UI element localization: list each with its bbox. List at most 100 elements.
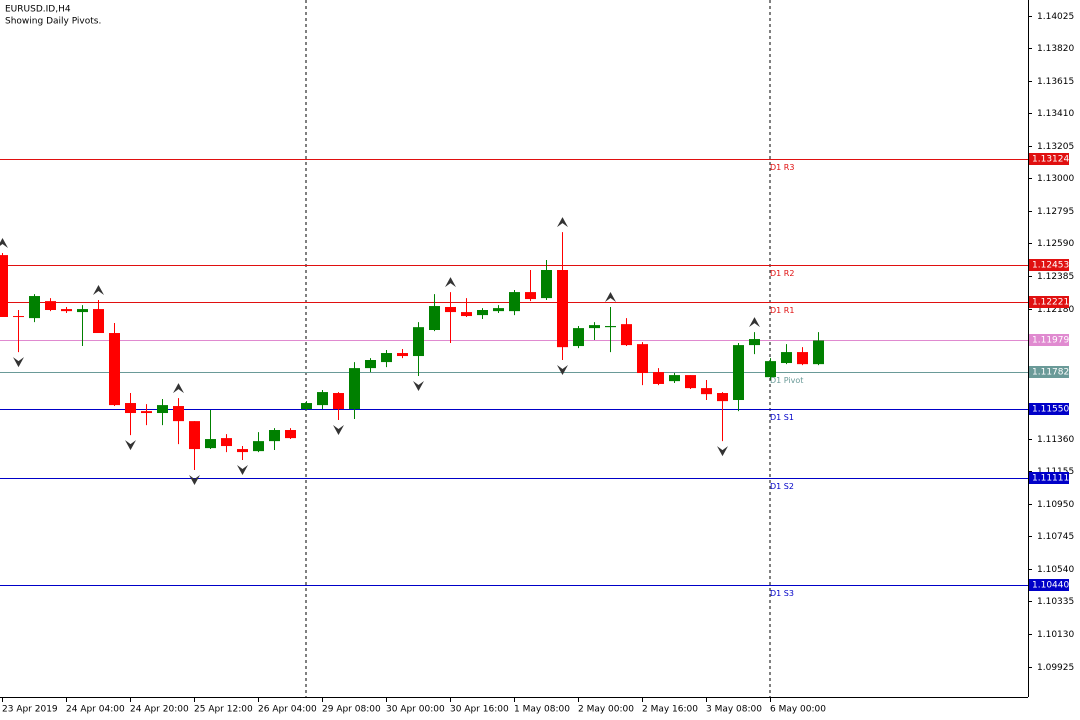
- candle-body: [573, 328, 584, 347]
- fractal-down: [557, 365, 568, 376]
- fractal-down: [237, 465, 248, 476]
- candle-body: [429, 306, 440, 331]
- y-tick-label: 1.12180: [1037, 305, 1074, 315]
- y-tick-label: 1.10540: [1037, 565, 1074, 575]
- x-tick-label: 3 May 08:00: [706, 705, 762, 715]
- y-tick-label: 1.11360: [1037, 435, 1074, 445]
- candle-body: [301, 403, 312, 410]
- pivot-label: D1 S1: [770, 413, 794, 422]
- fractal-up: [749, 317, 760, 328]
- candle-body: [589, 325, 600, 329]
- fractal-down: [413, 381, 424, 392]
- price-box: [1029, 579, 1069, 591]
- candle-body: [349, 368, 360, 410]
- price-box-label: 1.12221: [1032, 298, 1069, 308]
- candle-body: [269, 430, 280, 442]
- price-box: [1029, 403, 1069, 415]
- price-box: [1029, 153, 1069, 165]
- x-tick-label: 24 Apr 04:00: [66, 705, 125, 715]
- candle-body: [717, 393, 728, 402]
- candle-body: [397, 353, 408, 357]
- pivot-label: D1 R2: [770, 269, 794, 278]
- y-tick-label: 1.10130: [1037, 630, 1074, 640]
- candle-body: [205, 439, 216, 449]
- price-box: [1029, 259, 1069, 271]
- x-tick-label: 6 May 00:00: [770, 705, 826, 715]
- y-tick-label: 1.09925: [1037, 663, 1074, 673]
- candle-body: [813, 340, 824, 365]
- candle-body: [685, 375, 696, 389]
- candle-body: [237, 449, 248, 453]
- candle-body: [13, 316, 24, 318]
- price-box: [1029, 472, 1069, 484]
- plot-area: [0, 0, 1028, 697]
- candle-body: [29, 296, 40, 319]
- candle-body: [509, 292, 520, 312]
- price-box-label: 1.11111: [1032, 474, 1069, 484]
- price-box-label: 1.12453: [1032, 261, 1069, 271]
- candle-body: [765, 361, 776, 378]
- candle-body: [445, 306, 456, 313]
- candle-body: [93, 309, 104, 334]
- fractal-down: [333, 425, 344, 436]
- x-tick-label: 30 Apr 16:00: [450, 705, 509, 715]
- fractal-down: [125, 440, 136, 451]
- price-box-label: 1.11979: [1032, 336, 1069, 346]
- y-tick-label: 1.14025: [1037, 12, 1074, 22]
- candle-body: [0, 255, 8, 317]
- chart-subtitle: Showing Daily Pivots.: [5, 17, 101, 27]
- x-tick-label: 25 Apr 12:00: [194, 705, 253, 715]
- candle-body: [749, 339, 760, 346]
- x-tick-label: 30 Apr 00:00: [386, 705, 445, 715]
- price-box-label: 1.11550: [1032, 405, 1069, 415]
- y-tick-label: 1.12590: [1037, 239, 1074, 249]
- candle-body: [541, 270, 552, 299]
- y-tick-label: 1.13410: [1037, 109, 1074, 119]
- x-tick-label: 29 Apr 08:00: [322, 705, 381, 715]
- price-box: [1029, 334, 1069, 346]
- candle-body: [621, 324, 632, 346]
- candle-body: [413, 327, 424, 357]
- x-tick-label: 2 May 16:00: [642, 705, 698, 715]
- y-tick-label: 1.13615: [1037, 77, 1074, 87]
- pivot-label: D1 S2: [770, 482, 794, 491]
- x-tick-label: 2 May 00:00: [578, 705, 634, 715]
- price-box-label: 1.13124: [1032, 155, 1069, 165]
- candle-body: [605, 326, 616, 328]
- candle-body: [733, 345, 744, 401]
- candle-body: [141, 411, 152, 414]
- x-tick-label: 23 Apr 2019: [2, 705, 58, 715]
- price-box: [1029, 296, 1069, 308]
- candle-body: [285, 430, 296, 439]
- candle-body: [525, 292, 536, 300]
- candle-body: [461, 312, 472, 317]
- candle-body: [221, 438, 232, 447]
- y-tick-label: 1.13205: [1037, 142, 1074, 152]
- fractal-up: [173, 383, 184, 394]
- fractal-down: [717, 446, 728, 457]
- candle-body: [365, 360, 376, 369]
- candle-body: [381, 353, 392, 363]
- candle-body: [557, 270, 568, 348]
- y-tick-label: 1.13000: [1037, 174, 1074, 184]
- price-box-label: 1.10440: [1032, 581, 1069, 591]
- y-tick-label: 1.10745: [1037, 532, 1074, 542]
- candle-body: [253, 441, 264, 452]
- candle-body: [61, 309, 72, 312]
- candle-body: [653, 372, 664, 384]
- fractal-up: [93, 285, 104, 296]
- candle-body: [701, 388, 712, 395]
- candle-body: [157, 405, 168, 414]
- candle-body: [781, 352, 792, 364]
- candle-body: [477, 310, 488, 316]
- fractal-up: [557, 217, 568, 228]
- y-tick-label: 1.12795: [1037, 207, 1074, 217]
- y-tick-label: 1.13820: [1037, 44, 1074, 54]
- fractal-down: [189, 475, 200, 486]
- fractal-up: [445, 277, 456, 288]
- candle-body: [109, 333, 120, 406]
- pivot-label: D1 R1: [770, 306, 794, 315]
- pivot-label: D1 R3: [770, 163, 794, 172]
- y-tick-label: 1.10335: [1037, 597, 1074, 607]
